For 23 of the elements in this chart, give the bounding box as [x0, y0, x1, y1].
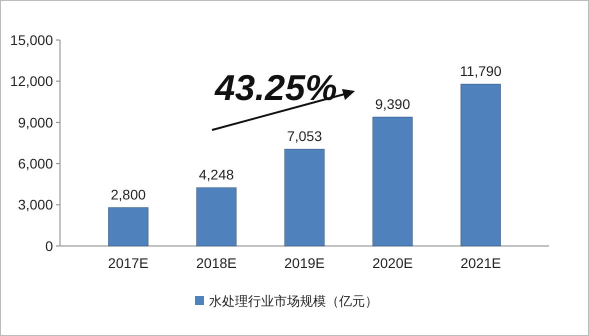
x-tick-label: 2018E: [196, 255, 237, 271]
bar: [196, 187, 236, 246]
y-tick-label: 6,000: [18, 156, 54, 172]
y-tick-label: 0: [45, 238, 54, 254]
x-tick-label: 2019E: [284, 255, 325, 271]
y-tick-label: 12,000: [10, 73, 54, 90]
legend-label: 水处理行业市场规模（亿元）: [209, 294, 378, 309]
data-label: 9,390: [375, 96, 410, 112]
y-tick-label: 9,000: [18, 114, 54, 130]
x-tick-label: 2017E: [108, 255, 149, 271]
bar: [372, 116, 413, 246]
x-tick-label: 2020E: [372, 255, 413, 271]
data-label: 7,053: [286, 128, 322, 144]
x-tick-label: 2021E: [460, 255, 501, 271]
annotation: 43.25%: [214, 67, 338, 108]
bar: [284, 148, 325, 246]
data-label: 2,800: [110, 186, 146, 203]
data-label: 11,790: [460, 63, 502, 80]
bar: [460, 84, 501, 246]
bar: [108, 207, 148, 246]
y-tick-label: 3,000: [18, 196, 54, 213]
y-tick-label: 15,000: [10, 32, 54, 48]
data-label: 4,248: [198, 166, 234, 183]
